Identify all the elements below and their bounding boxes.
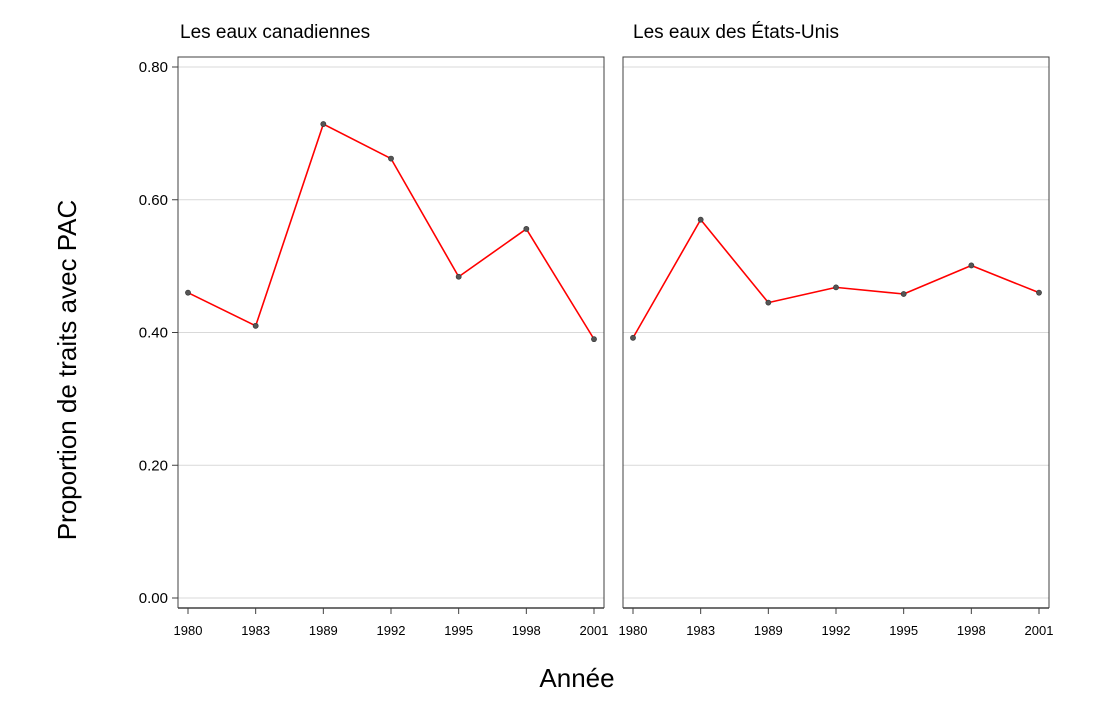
- x-axis-title: Année: [539, 663, 614, 693]
- x-tick-label: 1983: [686, 623, 715, 638]
- x-tick-label: 1995: [444, 623, 473, 638]
- data-point: [523, 226, 530, 232]
- panels-layer: 0.00 0.20 0.40 0.60 0.80 1980 1983 1989 1992 1995…: [139, 22, 1054, 638]
- data-point: [630, 334, 636, 341]
- data-point: [320, 121, 327, 127]
- x-tick-label: 1998: [957, 623, 986, 638]
- data-point: [1036, 289, 1042, 296]
- y-axis-title: Proportion de traits avec PAC: [52, 200, 82, 541]
- x-tick-label: 1992: [377, 623, 406, 638]
- y-tick-label: 0.00: [139, 590, 168, 607]
- panel-title: Les eaux canadiennes: [180, 22, 370, 43]
- chart-panel-2: 1980 1983 1989 1992 1995 1998 2001 Les eaux des…: [619, 22, 1054, 638]
- x-tick-label: 2001: [1025, 623, 1054, 638]
- data-point: [455, 273, 462, 280]
- data-point: [591, 336, 597, 343]
- data-point: [765, 299, 772, 306]
- data-point: [185, 289, 191, 296]
- panel-title: Les eaux des États-Unis: [633, 22, 839, 43]
- x-tick-label: 2001: [580, 623, 609, 638]
- data-point: [833, 284, 839, 291]
- data-point: [900, 291, 907, 297]
- x-tick-label: 1989: [309, 623, 338, 638]
- x-tick-label: 1998: [512, 623, 541, 638]
- data-point: [968, 262, 975, 269]
- data-point: [697, 216, 704, 223]
- data-point: [252, 322, 259, 329]
- y-tick-label: 0.40: [139, 325, 168, 342]
- x-tick-label: 1980: [619, 623, 648, 638]
- x-tick-label: 1983: [241, 623, 270, 638]
- y-tick-label: 0.20: [139, 457, 168, 474]
- x-tick-label: 1992: [822, 623, 851, 638]
- x-tick-label: 1995: [889, 623, 918, 638]
- x-tick-label: 1980: [174, 623, 203, 638]
- x-tick-label: 1989: [754, 623, 783, 638]
- y-tick-label: 0.60: [139, 192, 168, 209]
- y-tick-label: 0.80: [139, 59, 168, 76]
- chart-panel-1: 0.00 0.20 0.40 0.60 0.80 1980 1983 1989 1992 1995…: [139, 22, 609, 638]
- series-line: [632, 218, 1040, 339]
- panel-frame: [622, 56, 1050, 608]
- data-point: [388, 155, 394, 162]
